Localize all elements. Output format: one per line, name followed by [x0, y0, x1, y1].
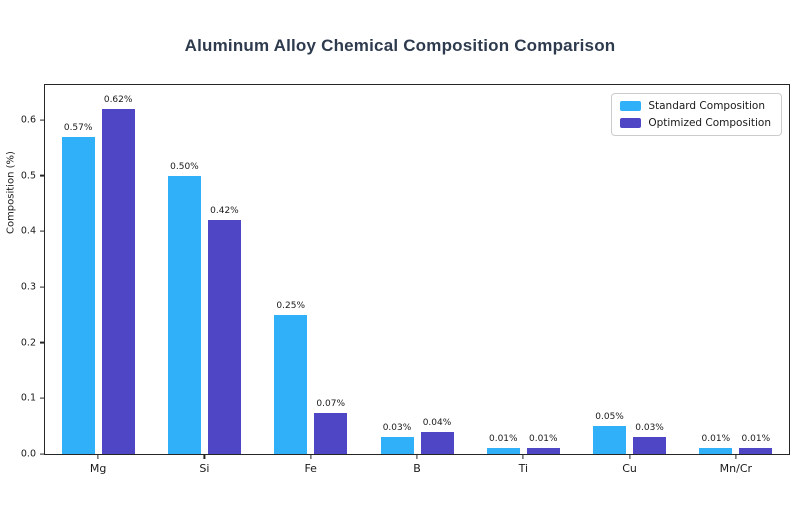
- bar-Ti-optimized: [526, 448, 560, 454]
- y-tick-label: 0.5: [20, 170, 36, 182]
- bar-value-label: 0.42%: [210, 206, 239, 217]
- legend: Standard Composition Optimized Compositio…: [611, 93, 782, 136]
- bar-Mn/Cr-standard: [699, 448, 733, 454]
- x-tick-label-ti: Ti: [518, 462, 528, 475]
- x-tick-mark: [416, 454, 418, 459]
- bar-value-label: 0.05%: [595, 412, 624, 423]
- y-tick-mark: [40, 230, 45, 232]
- bar-Cu-optimized: [633, 437, 667, 454]
- bar-value-label: 0.07%: [316, 399, 345, 410]
- bar-value-label: 0.25%: [276, 300, 305, 311]
- bar-value-label: 0.01%: [488, 434, 518, 445]
- y-tick-mark: [40, 453, 45, 455]
- chart-title: Aluminum Alloy Chemical Composition Comp…: [184, 36, 616, 55]
- legend-swatch-optimized: [620, 118, 642, 128]
- bar-B-optimized: [420, 431, 454, 454]
- bar-value-label: 0.50%: [170, 161, 199, 172]
- bar-value-label: 0.04%: [422, 417, 452, 428]
- y-tick-mark: [40, 119, 45, 121]
- legend-swatch-standard: [620, 101, 642, 111]
- bar-value-label: 0.03%: [382, 423, 412, 434]
- bar-Si-standard: [167, 175, 201, 454]
- bar-B-standard: [380, 437, 414, 454]
- x-tick-label-b: B: [413, 462, 421, 475]
- x-tick-label-cu: Cu: [622, 462, 637, 475]
- legend-label: Standard Composition: [648, 100, 766, 112]
- x-tick-mark: [203, 454, 206, 459]
- y-tick-mark: [40, 342, 45, 344]
- y-tick-label: 0.3: [20, 281, 36, 293]
- y-tick-label: 0.0: [20, 448, 36, 460]
- bar-Cu-standard: [593, 426, 627, 454]
- x-tick-mark: [310, 454, 312, 459]
- bar-value-label: 0.03%: [635, 423, 664, 434]
- bar-Mg-optimized: [101, 108, 135, 454]
- x-tick-mark: [735, 454, 737, 459]
- bar-Ti-standard: [486, 448, 520, 454]
- x-tick-mark: [522, 454, 524, 459]
- bar-value-label: 0.57%: [63, 122, 93, 133]
- y-tick-label: 0.4: [20, 225, 36, 237]
- legend-label: Optimized Composition: [648, 117, 771, 129]
- y-tick-label: 0.1: [20, 392, 36, 404]
- bar-value-label: 0.01%: [528, 434, 558, 445]
- x-tick-mark: [628, 454, 631, 459]
- bar-Mn/Cr-optimized: [739, 448, 773, 454]
- x-tick-label-si: Si: [199, 462, 210, 475]
- plot-area: 0.57% 0.62% 0.50% 0.42% 0.25% 0.07% 0.03% 0.04%…: [21, 84, 790, 475]
- y-axis-label: Composition (%): [5, 151, 17, 235]
- legend-item-optimized: Optimized Composition: [620, 117, 771, 129]
- x-tick-mark: [97, 454, 99, 459]
- bar-Si-optimized: [207, 220, 241, 454]
- legend-item-standard: Standard Composition: [620, 100, 771, 112]
- bar-value-label: 0.62%: [103, 94, 133, 105]
- bar-value-label: 0.01%: [741, 434, 771, 445]
- y-tick-mark: [40, 174, 45, 177]
- x-tick-label-mn-cr: Mn/Cr: [719, 462, 753, 475]
- bar-value-label: 0.01%: [701, 434, 731, 445]
- x-tick-label-mg: Mg: [89, 462, 107, 475]
- bar-Fe-optimized: [314, 413, 348, 454]
- y-tick-label: 0.6: [20, 114, 36, 126]
- x-tick-label-fe: Fe: [304, 462, 317, 475]
- y-tick-mark: [40, 397, 45, 399]
- y-tick-label: 0.2: [20, 337, 36, 349]
- y-tick-mark: [40, 286, 45, 288]
- bar-Fe-standard: [274, 314, 308, 454]
- bar-Mg-standard: [61, 136, 95, 454]
